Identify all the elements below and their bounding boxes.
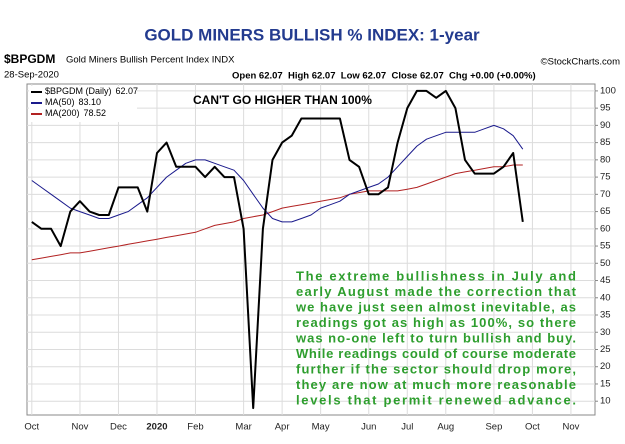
y-tick-label: 10 [600, 396, 611, 407]
y-tick-label: 15 [600, 378, 611, 389]
commentary-line: readings got as high as 100%, so there [296, 315, 576, 330]
legend-name: MA(50) [45, 97, 75, 107]
legend-value: 83.10 [79, 97, 102, 107]
commentary-line: further if the sector should drop more, [296, 361, 576, 376]
chart-title: GOLD MINERS BULLISH % INDEX: 1-year [144, 25, 480, 44]
commentary-line: The extreme bullishness in July and [296, 268, 576, 283]
x-tick-label: May [312, 422, 330, 433]
x-tick-label: Jul [401, 422, 413, 433]
legend-label: MA(200) 78.52 [45, 108, 106, 118]
legend-label: MA(50) 83.10 [45, 97, 101, 107]
x-tick-label: Sep [485, 422, 502, 433]
symbol: $BPGDM [4, 52, 55, 66]
y-tick-label: 35 [600, 310, 611, 321]
x-tick-label: 2020 [146, 422, 167, 433]
y-tick-label: 25 [600, 344, 611, 355]
y-tick-label: 50 [600, 258, 611, 269]
legend-value: 78.52 [84, 108, 107, 118]
y-tick-label: 85 [600, 137, 611, 148]
y-tick-label: 90 [600, 120, 611, 131]
series-line [31, 89, 524, 410]
source: ©StockCharts.com [541, 57, 620, 68]
commentary-line: While readings could of course moderate [296, 346, 576, 361]
commentary-line: levels that permit renewed advance. [296, 392, 576, 407]
commentary-line: we have just seen almost inevitable, as [295, 299, 576, 314]
x-tick-label: Dec [110, 422, 127, 433]
x-tick-label: Apr [275, 422, 290, 433]
date: 28-Sep-2020 [4, 70, 59, 81]
y-tick-label: 40 [600, 292, 611, 303]
x-tick-label: Nov [562, 422, 579, 433]
y-tick-label: 20 [600, 361, 611, 372]
plot-frame [26, 83, 596, 416]
y-tick-label: 70 [600, 189, 611, 200]
commentary: The extreme bullishness in July andearly… [295, 268, 577, 407]
legend-name: $BPGDM (Daily) [45, 86, 112, 96]
series-line [31, 164, 523, 261]
x-tick-label: Aug [437, 422, 454, 433]
y-tick-label: 80 [600, 154, 611, 165]
x-tick-label: Oct [24, 422, 39, 433]
x-tick-label: Nov [71, 422, 88, 433]
x-tick-label: Mar [235, 422, 251, 433]
x-tick-label: Oct [525, 422, 540, 433]
commentary-line: was no-one left to turn bullish and buy. [295, 330, 576, 345]
legend-label: $BPGDM (Daily) 62.07 [45, 86, 138, 96]
x-tick-label: Feb [187, 422, 203, 433]
y-tick-label: 55 [600, 241, 611, 252]
y-tick-label: 95 [600, 103, 611, 114]
legend-value: 62.07 [116, 86, 139, 96]
grid: 10 15 20 25 30 35 40 45 50 55 60 65 70 75 80 85 90 95 100 O… [24, 84, 616, 433]
commentary-line: they are now at much more reasonable [296, 377, 576, 392]
commentary-line: early August made the correction that [296, 284, 577, 299]
y-tick-label: 75 [600, 172, 611, 183]
legend-name: MA(200) [45, 108, 80, 118]
quote: Open 62.07 High 62.07 Low 62.07 Close 62… [232, 71, 536, 82]
y-tick-label: 45 [600, 275, 611, 286]
legend-box [29, 86, 137, 122]
lines [31, 89, 524, 410]
y-tick-label: 60 [600, 223, 611, 234]
series-line [31, 124, 524, 223]
x-tick-label: Jun [361, 422, 376, 433]
y-tick-label: 65 [600, 206, 611, 217]
y-tick-label: 100 [600, 85, 616, 96]
annotation: CAN'T GO HIGHER THAN 100% [193, 93, 372, 107]
y-tick-label: 30 [600, 327, 611, 338]
description: Gold Miners Bullish Percent Index INDX [66, 55, 235, 66]
